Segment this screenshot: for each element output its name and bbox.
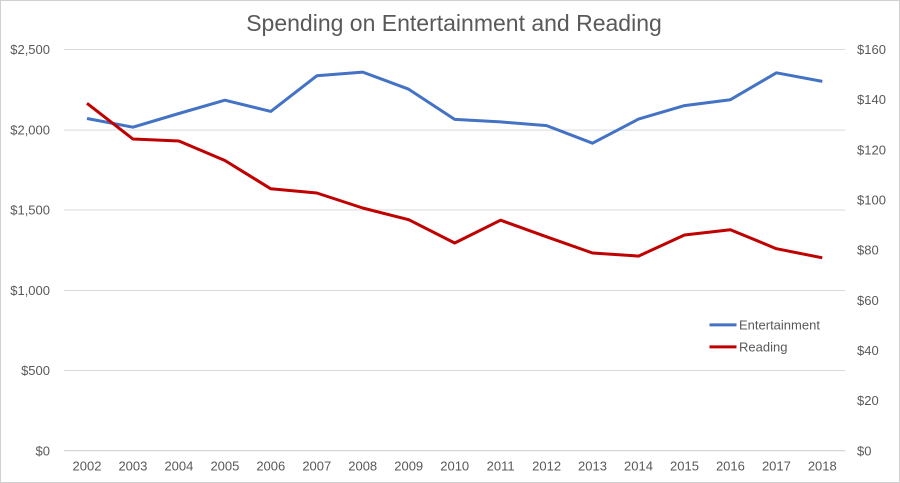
svg-text:$120: $120 bbox=[857, 142, 886, 157]
svg-text:$0: $0 bbox=[857, 443, 871, 458]
svg-text:2003: 2003 bbox=[118, 459, 147, 474]
svg-text:2018: 2018 bbox=[808, 459, 837, 474]
svg-text:2015: 2015 bbox=[670, 459, 699, 474]
svg-text:Reading: Reading bbox=[739, 340, 787, 355]
svg-text:2005: 2005 bbox=[210, 459, 239, 474]
svg-text:2017: 2017 bbox=[762, 459, 791, 474]
svg-text:2004: 2004 bbox=[164, 459, 193, 474]
svg-text:$1,000: $1,000 bbox=[10, 283, 50, 298]
svg-text:2008: 2008 bbox=[348, 459, 377, 474]
svg-text:2007: 2007 bbox=[302, 459, 331, 474]
svg-text:2006: 2006 bbox=[256, 459, 285, 474]
svg-text:$1,500: $1,500 bbox=[10, 203, 50, 218]
svg-text:Spending on Entertainment and: Spending on Entertainment and Reading bbox=[246, 10, 662, 36]
svg-text:$20: $20 bbox=[857, 393, 879, 408]
svg-text:$100: $100 bbox=[857, 193, 886, 208]
svg-text:2012: 2012 bbox=[532, 459, 561, 474]
svg-text:$500: $500 bbox=[21, 363, 50, 378]
svg-text:2002: 2002 bbox=[73, 459, 102, 474]
svg-text:$60: $60 bbox=[857, 293, 879, 308]
svg-text:2010: 2010 bbox=[440, 459, 469, 474]
svg-text:2009: 2009 bbox=[394, 459, 423, 474]
svg-text:2013: 2013 bbox=[578, 459, 607, 474]
svg-text:$160: $160 bbox=[857, 42, 886, 57]
svg-text:2011: 2011 bbox=[487, 459, 515, 474]
svg-text:$80: $80 bbox=[857, 243, 879, 258]
svg-text:2014: 2014 bbox=[624, 459, 653, 474]
svg-text:$2,500: $2,500 bbox=[10, 42, 50, 57]
svg-text:2016: 2016 bbox=[716, 459, 745, 474]
svg-text:$0: $0 bbox=[36, 444, 50, 459]
svg-text:$2,000: $2,000 bbox=[10, 122, 50, 137]
svg-text:$140: $140 bbox=[857, 92, 886, 107]
svg-text:Entertainment: Entertainment bbox=[739, 318, 820, 333]
svg-text:$40: $40 bbox=[857, 343, 879, 358]
